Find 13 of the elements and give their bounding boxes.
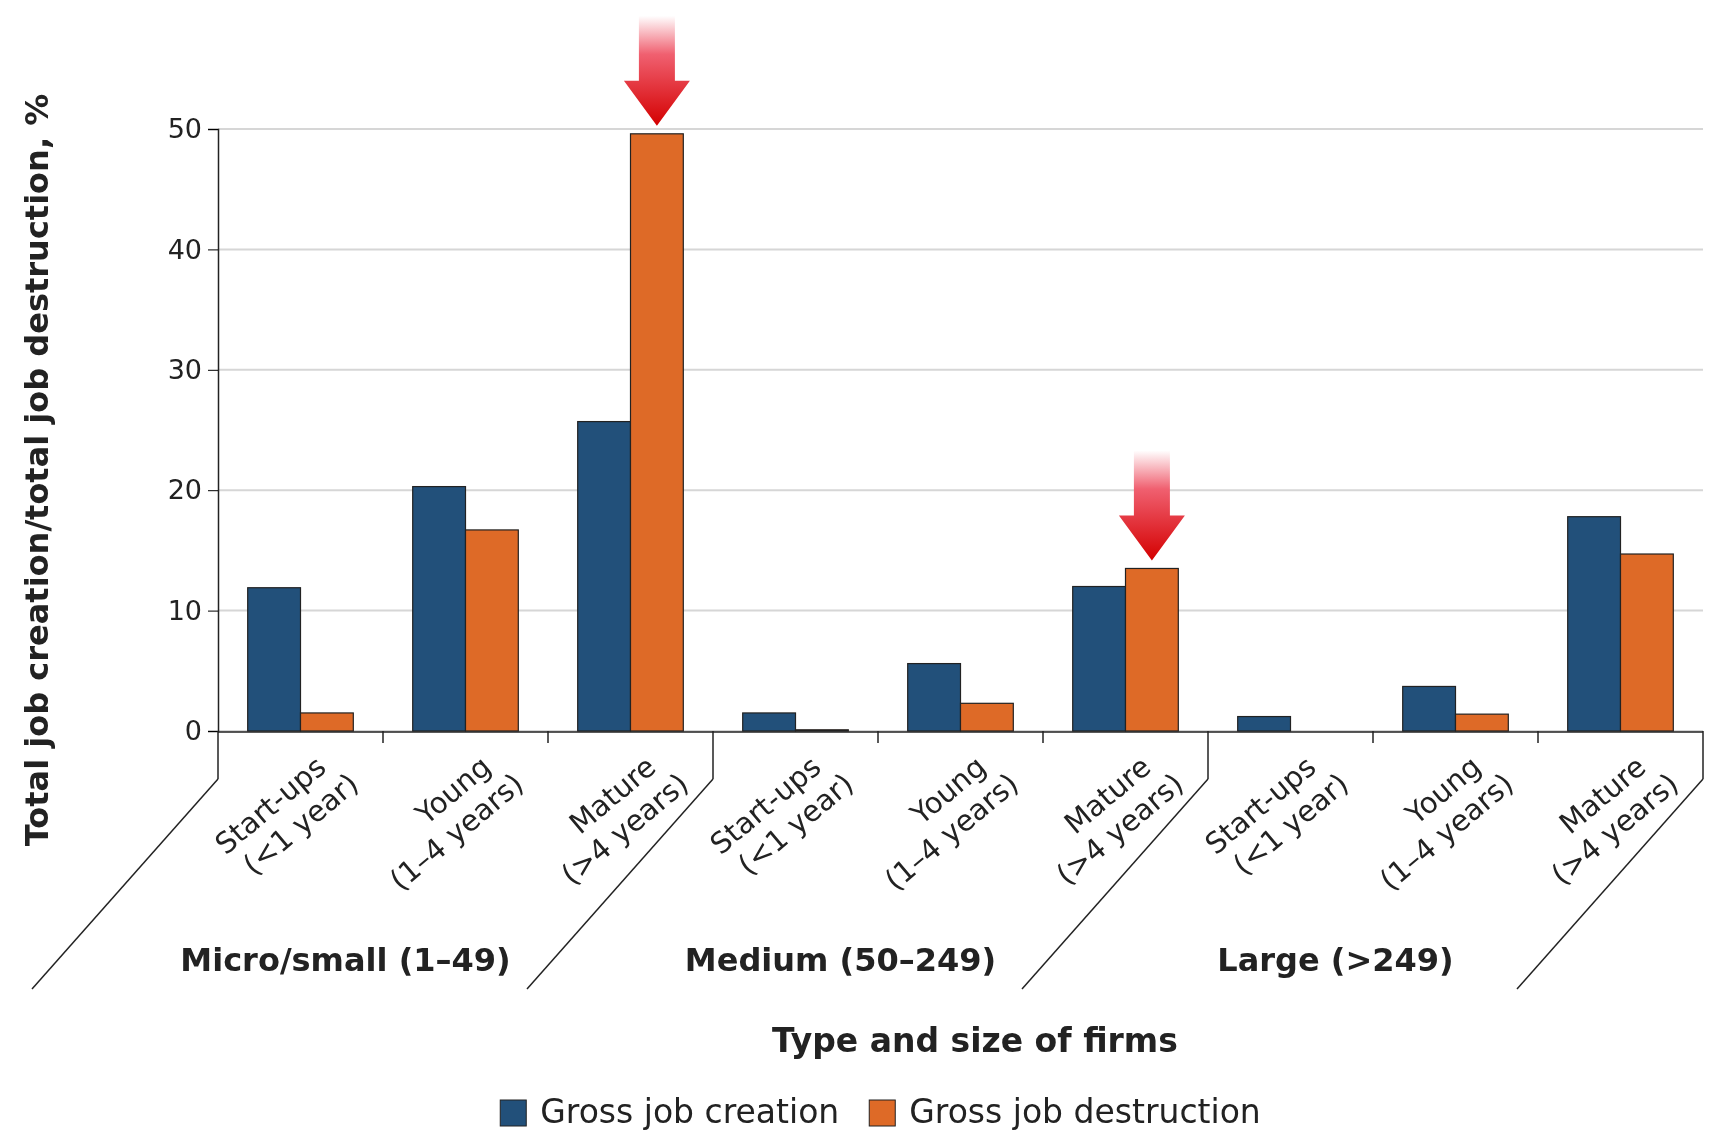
legend-label: Gross job destruction (909, 1092, 1261, 1131)
y-axis-title: Total job creation/total job destruction, % (18, 93, 56, 847)
text: Medium (50–249) (684, 941, 997, 979)
y-tick-label: 40 (167, 233, 202, 265)
y-tick-label: 50 (167, 113, 202, 145)
y-tick-label: 0 (184, 715, 202, 747)
y-tick-label: 20 (167, 474, 202, 506)
legend-label: Gross job creation (540, 1092, 840, 1131)
y-tick-label: 30 (167, 353, 202, 385)
text: Micro/small (1–49) (180, 941, 511, 979)
text: Large (>249) (1217, 941, 1454, 979)
y-tick-label: 10 (167, 594, 202, 626)
x-axis-title: Type and size of firms (772, 1021, 1178, 1060)
